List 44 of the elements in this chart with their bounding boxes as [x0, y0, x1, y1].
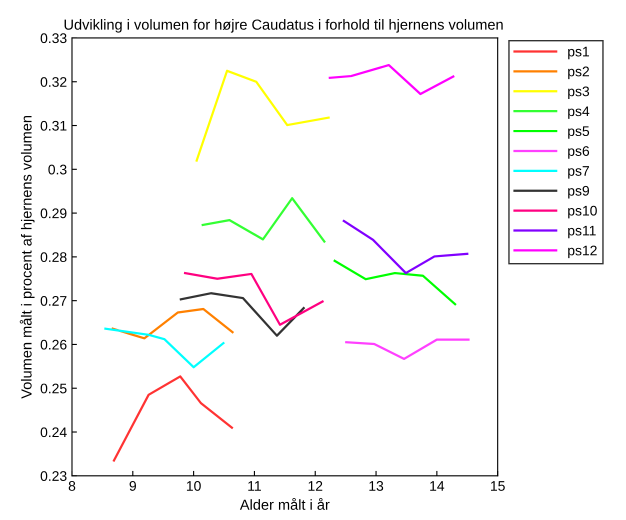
line-series	[334, 260, 456, 306]
y-tick-label: 0.24	[40, 427, 67, 438]
legend-label: ps3	[568, 86, 590, 100]
y-tick-label: 0.27	[40, 296, 66, 306]
line-series	[184, 272, 324, 326]
legend-label: ps10	[568, 206, 597, 218]
x-tick-label: 14	[430, 481, 444, 491]
chart-title: Udvikling i volumen for højre Caudatus i forhold til hjernens volumen	[64, 19, 503, 33]
x-tick-label: 9	[130, 481, 136, 491]
line-series	[328, 64, 454, 96]
line-series	[342, 220, 468, 274]
line-series	[196, 70, 330, 162]
y-tick-label: 0.23	[40, 471, 67, 481]
line-series	[112, 375, 234, 462]
legend-label: ps7	[568, 166, 589, 179]
legend-label: ps6	[568, 146, 590, 159]
y-tick-label: 0.3	[48, 164, 67, 174]
line-series	[180, 292, 305, 337]
legend-label: ps5	[568, 126, 590, 139]
legend-label: ps11	[568, 226, 596, 238]
x-tick-label: 13	[369, 481, 384, 491]
x-axis-title: Alder målt i år	[240, 498, 330, 510]
x-tick-label: 11	[248, 481, 261, 491]
line-series	[112, 308, 234, 340]
y-tick-label: 0.28	[40, 252, 67, 262]
y-tick-label: 0.33	[40, 33, 67, 44]
line-series	[345, 338, 470, 360]
x-tick-label: 12	[308, 481, 322, 491]
y-tick-label: 0.26	[40, 340, 67, 350]
legend-label: ps2	[568, 66, 589, 80]
y-tick-label: 0.31	[40, 120, 66, 131]
legend-label: ps12	[568, 246, 597, 258]
legend-label: ps9	[568, 186, 590, 198]
y-axis-title: Volumen målt i procent af hjernens volumen	[20, 116, 35, 399]
legend-label: ps1	[568, 46, 590, 60]
x-tick-label: 15	[491, 481, 505, 491]
y-tick-label: 0.29	[40, 208, 66, 218]
line-series	[104, 328, 225, 368]
legend-label: ps4	[568, 106, 590, 119]
x-tick-label: 8	[68, 481, 76, 491]
x-tick-label: 10	[186, 481, 201, 491]
y-tick-label: 0.32	[40, 77, 66, 87]
y-tick-label: 0.25	[40, 384, 67, 394]
line-series	[202, 197, 326, 243]
